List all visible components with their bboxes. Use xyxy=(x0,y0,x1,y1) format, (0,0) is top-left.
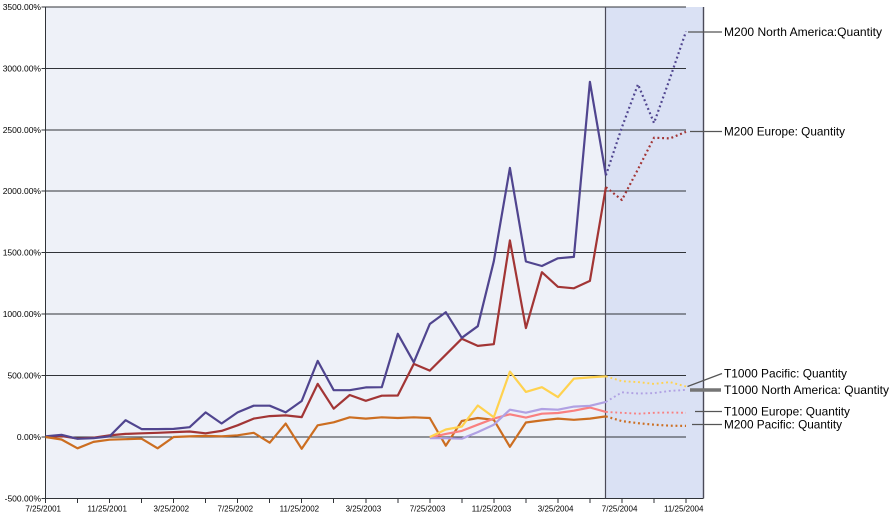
svg-text:11/25/2003: 11/25/2003 xyxy=(472,505,512,514)
svg-text:11/25/2004: 11/25/2004 xyxy=(664,505,704,514)
svg-text:7/25/2003: 7/25/2003 xyxy=(410,505,446,514)
svg-text:500.00%: 500.00% xyxy=(7,371,41,381)
svg-text:3/25/2002: 3/25/2002 xyxy=(154,505,190,514)
svg-text:T1000 North America: Quantity: T1000 North America: Quantity xyxy=(724,383,889,397)
svg-text:7/25/2002: 7/25/2002 xyxy=(218,505,254,514)
svg-text:3500.00%: 3500.00% xyxy=(3,2,42,12)
svg-text:11/25/2002: 11/25/2002 xyxy=(280,505,320,514)
svg-text:7/25/2004: 7/25/2004 xyxy=(602,505,638,514)
svg-text:3/25/2004: 3/25/2004 xyxy=(538,505,574,514)
svg-text:3000.00%: 3000.00% xyxy=(3,63,42,73)
svg-text:3/25/2003: 3/25/2003 xyxy=(346,505,382,514)
svg-text:M200 North America:Quantity: M200 North America:Quantity xyxy=(724,25,882,39)
svg-text:2500.00%: 2500.00% xyxy=(3,125,42,135)
svg-text:-500.00%: -500.00% xyxy=(5,493,42,503)
svg-text:M200 Europe: Quantity: M200 Europe: Quantity xyxy=(724,125,845,139)
svg-text:T1000 Europe: Quantity: T1000 Europe: Quantity xyxy=(724,405,850,419)
svg-text:T1000 Pacific: Quantity: T1000 Pacific: Quantity xyxy=(724,367,847,381)
svg-text:11/25/2001: 11/25/2001 xyxy=(87,505,127,514)
svg-text:1000.00%: 1000.00% xyxy=(3,309,42,319)
svg-text:0.00%: 0.00% xyxy=(17,432,42,442)
svg-text:1500.00%: 1500.00% xyxy=(3,248,42,258)
svg-text:M200 Pacific: Quantity: M200 Pacific: Quantity xyxy=(724,418,842,432)
svg-text:2000.00%: 2000.00% xyxy=(3,186,42,196)
svg-text:7/25/2001: 7/25/2001 xyxy=(25,505,61,514)
